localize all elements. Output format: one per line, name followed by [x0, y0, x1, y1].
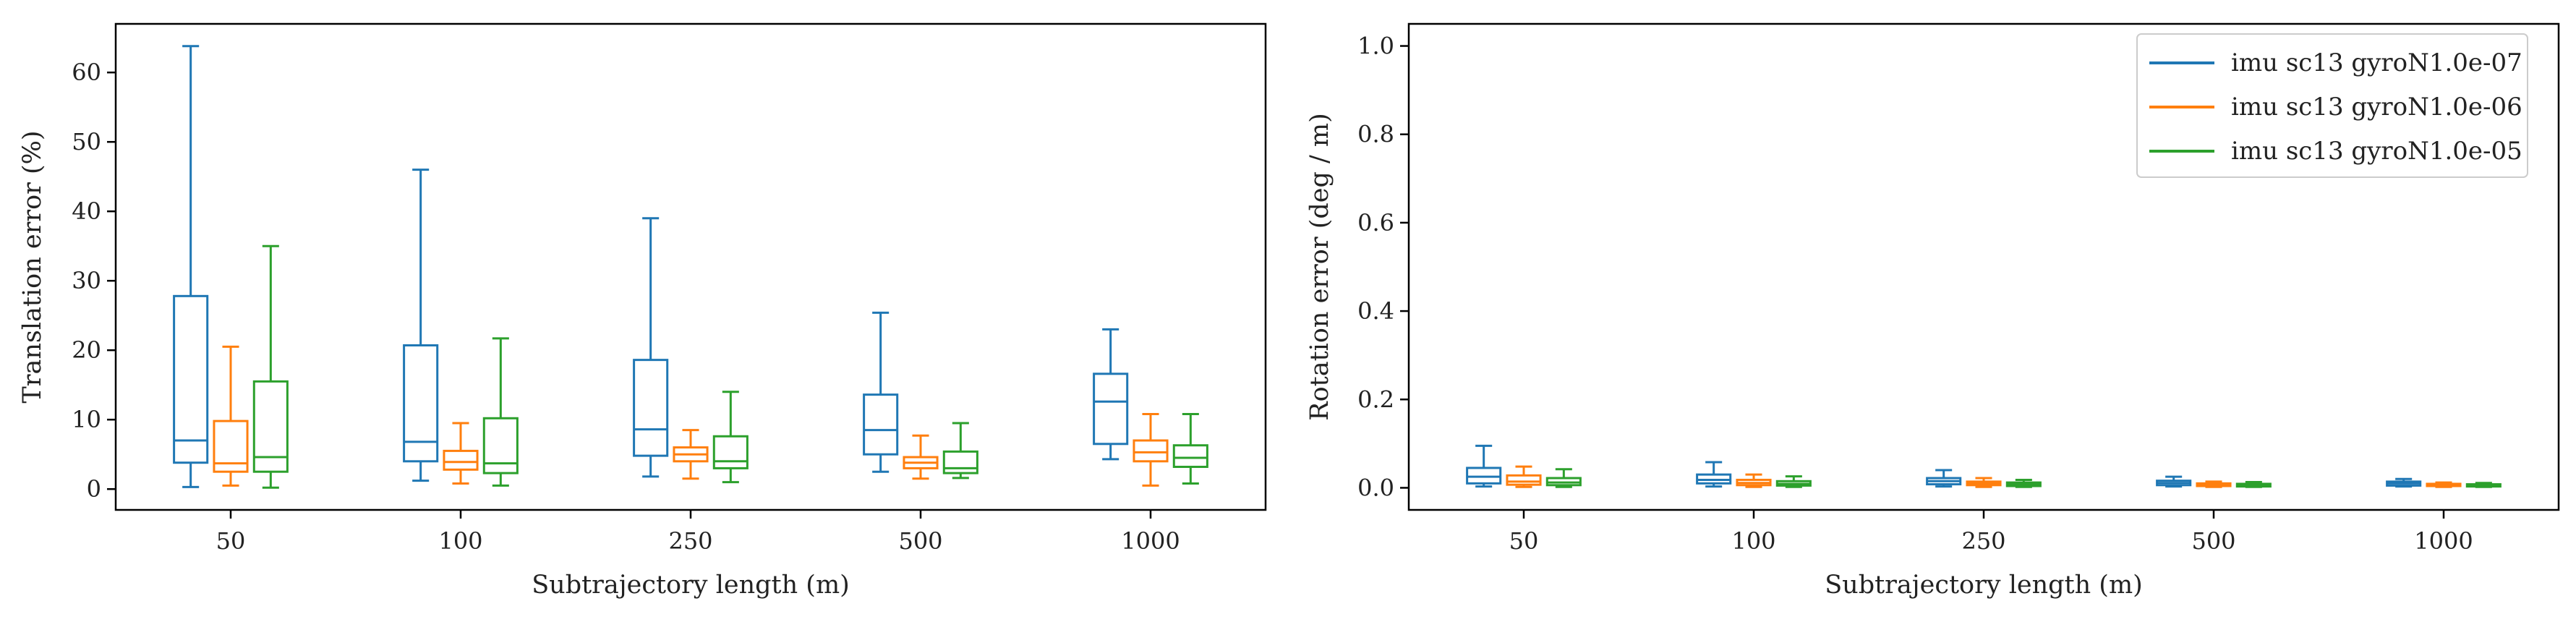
- x-tick-label: 500: [898, 527, 942, 555]
- box: [403, 344, 439, 463]
- x-tick-label: 100: [438, 527, 482, 555]
- box-plot: [1966, 477, 2002, 488]
- box-plot: [1926, 469, 1962, 488]
- y-tick-label: 40: [72, 197, 101, 225]
- x-tick-label: 100: [1731, 527, 1775, 555]
- rotation-error-y-axis-label: Rotation error (deg / m): [1305, 113, 1334, 421]
- translation-error-boxes: [173, 45, 1208, 489]
- legend-item: imu sc13 gyroN1.0e-07: [2149, 48, 2522, 77]
- box-plot: [2156, 475, 2192, 488]
- box: [1466, 466, 1502, 485]
- legend-label: imu sc13 gyroN1.0e-07: [2231, 48, 2522, 77]
- box-plot: [2465, 482, 2502, 488]
- box-plot: [673, 429, 709, 480]
- box-plot: [2005, 478, 2042, 488]
- rotation-error-boxes: [1466, 444, 2502, 488]
- box: [633, 359, 669, 457]
- legend-item: imu sc13 gyroN1.0e-05: [2149, 137, 2522, 166]
- translation-error-y-ticks: 0 10 20 30 40 50 60: [72, 59, 116, 503]
- y-tick-label: 0.8: [1357, 121, 1394, 148]
- legend-label: imu sc13 gyroN1.0e-05: [2231, 137, 2522, 166]
- y-tick-label: 20: [72, 336, 101, 364]
- box: [942, 450, 978, 474]
- y-tick-label: 0.6: [1357, 209, 1394, 237]
- box-plot: [1133, 413, 1169, 487]
- x-tick-label: 250: [1961, 527, 2005, 555]
- legend-frame: [2136, 33, 2528, 178]
- y-tick-label: 0.2: [1357, 385, 1394, 413]
- y-tick-label: 60: [72, 59, 101, 86]
- rotation-error-plot-area: [1407, 22, 2560, 511]
- box-plot: [2426, 481, 2462, 488]
- x-tick-label: 50: [216, 527, 246, 555]
- legend-item: imu sc13 gyroN1.0e-06: [2149, 93, 2522, 122]
- translation-error-x-ticks: 50 100 250 500 1000: [216, 510, 1180, 555]
- box: [863, 393, 899, 456]
- box-plot: [213, 345, 249, 487]
- rotation-error-x-axis-label: Subtrajectory length (m): [1825, 571, 2143, 600]
- box-plot: [2386, 477, 2422, 488]
- box: [1093, 372, 1129, 446]
- box-plot: [252, 244, 289, 489]
- box-plot: [863, 311, 899, 473]
- box: [1172, 444, 1208, 468]
- y-tick-label: 10: [72, 406, 101, 433]
- box-plot: [1172, 413, 1208, 485]
- box-plot: [1736, 473, 1772, 488]
- box: [173, 294, 209, 464]
- rotation-error-x-ticks: 50 100 250 500 1000: [1509, 510, 2473, 555]
- x-tick-label: 50: [1509, 527, 1539, 555]
- box-plot: [2235, 481, 2272, 488]
- x-tick-label: 1000: [1121, 527, 1180, 555]
- box-plot: [633, 217, 669, 478]
- box: [252, 380, 289, 473]
- box: [1506, 474, 1542, 486]
- x-tick-label: 250: [668, 527, 712, 555]
- box-plot: [1775, 475, 1812, 488]
- box: [1133, 439, 1169, 463]
- box-plot: [942, 422, 978, 480]
- box-plot: [173, 45, 209, 488]
- box: [712, 435, 749, 469]
- y-tick-label: 50: [72, 128, 101, 156]
- box-plot: [403, 169, 439, 482]
- x-tick-label: 500: [2191, 527, 2235, 555]
- box-plot: [2196, 480, 2232, 488]
- rotation-error-y-ticks: 0.0 0.2 0.4 0.6 0.8 1.0: [1357, 33, 1409, 501]
- legend-label: imu sc13 gyroN1.0e-06: [2231, 93, 2522, 122]
- box-plot: [443, 422, 479, 485]
- box-plot: [712, 391, 749, 484]
- y-tick-label: 0.4: [1357, 297, 1394, 325]
- box-plot: [482, 337, 519, 487]
- translation-error-x-axis-label: Subtrajectory length (m): [532, 571, 850, 600]
- box-plot: [1545, 468, 1582, 488]
- box-plot: [1093, 328, 1129, 461]
- box-plot: [1696, 461, 1732, 488]
- box-plot: [903, 434, 939, 480]
- legend: imu sc13 gyroN1.0e-07 imu sc13 gyroN1.0e…: [2136, 33, 2528, 178]
- x-tick-label: 1000: [2414, 527, 2473, 555]
- translation-error-y-axis-label: Translation error (%): [18, 130, 47, 403]
- y-tick-label: 1.0: [1357, 33, 1394, 60]
- box-plot: [1506, 465, 1542, 488]
- translation-error-chart: 0 10 20 30 40 50 60 50 100 250 500 1000 Subtraject…: [18, 22, 1267, 600]
- y-tick-label: 30: [72, 267, 101, 294]
- box: [213, 419, 249, 473]
- box-plot: [1466, 444, 1502, 488]
- y-tick-label: 0.0: [1357, 474, 1394, 501]
- box: [482, 417, 519, 474]
- box: [443, 449, 479, 471]
- rotation-error-chart: 0.0 0.2 0.4 0.6 0.8 1.0 50 100 250 500 1000 Subtr…: [1305, 22, 2560, 600]
- translation-error-plot-area: [114, 22, 1267, 511]
- y-tick-label: 0: [87, 475, 101, 503]
